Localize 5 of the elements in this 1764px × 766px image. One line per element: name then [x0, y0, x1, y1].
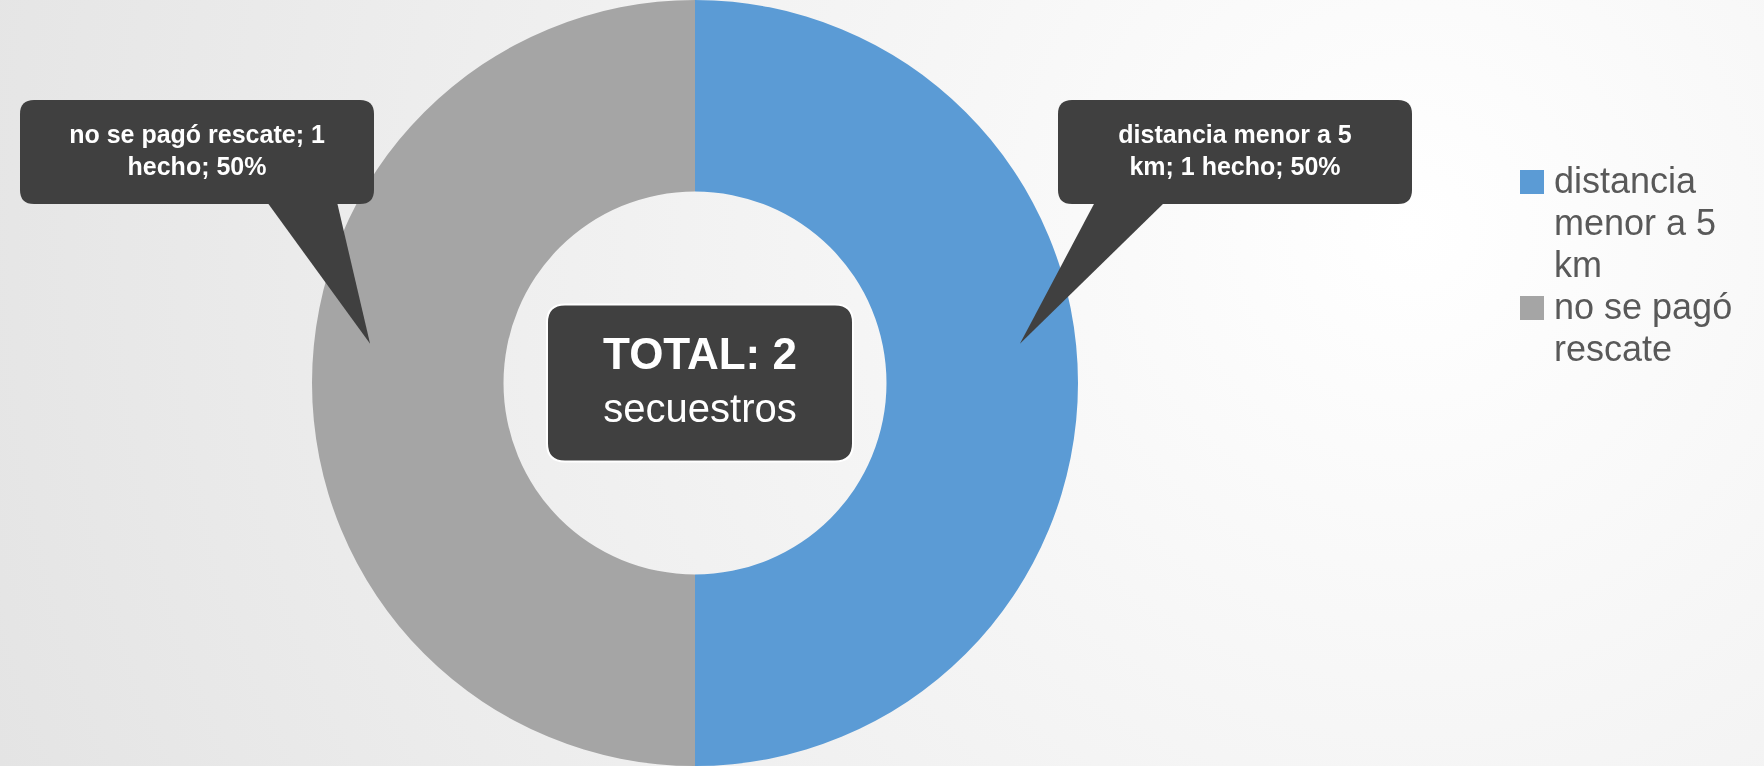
data-label: no se pagó rescate; 1 hecho; 50%: [69, 119, 325, 180]
data-label: distancia menor a 5 km; 1 hecho; 50%: [1118, 119, 1352, 180]
legend-label: no se pagó rescate: [1554, 286, 1734, 370]
text: secuestros: [603, 386, 797, 431]
text: TOTAL: 2: [603, 329, 797, 379]
